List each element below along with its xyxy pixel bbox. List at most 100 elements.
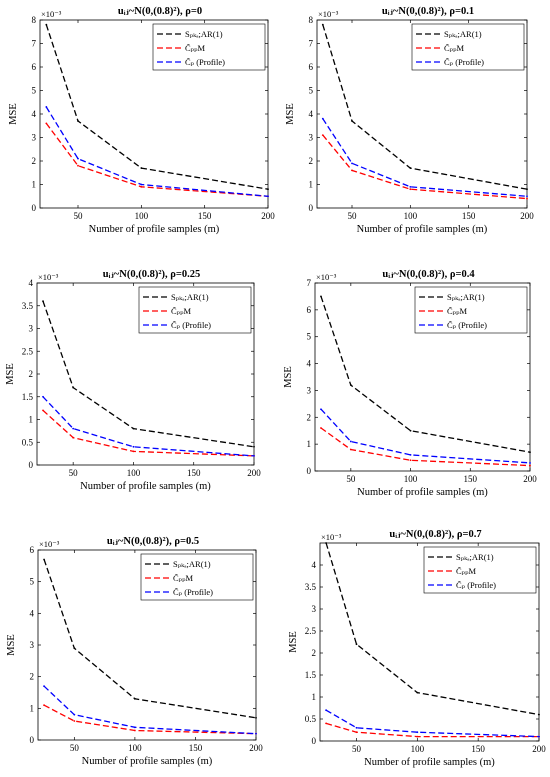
series-line-3 — [322, 118, 528, 197]
x-tick-label: 50 — [74, 211, 84, 221]
y-tick-label: 6 — [32, 62, 37, 72]
y-tick-label: 1 — [32, 180, 37, 190]
data-point — [320, 427, 322, 429]
legend: Sₚₖₐ;AR(1) C̃ₚₚM C̃ₚ (Profile) — [140, 553, 254, 601]
data-point — [349, 448, 352, 451]
y-tick-label: 3 — [32, 133, 37, 143]
y-tick-label: 3 — [307, 385, 312, 395]
data-point — [409, 167, 412, 169]
y-tick-label: 3 — [29, 324, 34, 334]
data-point — [538, 735, 540, 738]
series-line-1 — [320, 296, 531, 453]
y-tick-label: 2 — [32, 156, 37, 166]
y-tick-label: 1 — [29, 415, 34, 425]
data-point — [409, 185, 412, 188]
data-point — [321, 23, 324, 26]
data-point — [45, 23, 48, 26]
data-point — [45, 106, 48, 108]
series-line-2 — [320, 427, 531, 467]
data-point — [529, 462, 531, 464]
x-axis-label: Number of profile samples (m) — [89, 224, 220, 235]
x-tick-label: 200 — [261, 211, 275, 221]
data-point — [351, 120, 353, 122]
data-point — [355, 731, 358, 734]
x-tick-label: 150 — [464, 474, 478, 484]
y-tick-label: 4 — [32, 109, 37, 119]
data-point — [140, 167, 143, 169]
data-point — [72, 436, 75, 439]
data-point — [267, 195, 269, 198]
y-tick-label: 3 — [309, 133, 314, 143]
y-tick-label: 7 — [309, 39, 314, 49]
y-tick-label: 0 — [309, 203, 314, 213]
x-tick-label: 200 — [532, 744, 546, 754]
y-tick-label: 1 — [312, 692, 317, 702]
data-point — [355, 643, 358, 646]
data-point — [320, 295, 322, 298]
y-exponent-label: ×10⁻³ — [321, 532, 342, 542]
data-point — [351, 162, 353, 165]
y-tick-label: 2 — [29, 369, 34, 379]
data-point — [526, 197, 528, 200]
x-tick-label: 200 — [520, 211, 534, 221]
y-tick-label: 4 — [307, 359, 312, 369]
y-tick-label: 1 — [307, 439, 312, 449]
series-line-1 — [325, 542, 540, 716]
data-point — [321, 117, 324, 120]
data-point — [132, 427, 135, 430]
data-point — [409, 429, 412, 432]
data-point — [72, 427, 75, 430]
data-point — [77, 120, 79, 122]
y-tick-label: 1.5 — [305, 670, 317, 680]
data-point — [255, 732, 257, 735]
data-point — [325, 709, 327, 712]
legend-entry: Sₚₖₐ;AR(1) — [456, 552, 494, 562]
y-tick-label: 1 — [30, 703, 35, 713]
data-point — [43, 704, 45, 707]
data-point — [77, 157, 79, 160]
x-tick-label: 200 — [247, 468, 261, 478]
series-line-2 — [42, 409, 255, 457]
legend: Sₚₖₐ;AR(1) C̃ₚₚM C̃ₚ (Profile) — [152, 23, 266, 71]
legend-entry: C̃ₚₚM — [171, 306, 191, 316]
data-point — [140, 183, 143, 186]
data-point — [42, 300, 44, 303]
y-tick-label: 4 — [309, 109, 314, 119]
x-tick-label: 100 — [127, 468, 141, 478]
y-tick-label: 2 — [30, 672, 35, 682]
y-exponent-label: ×10⁻³ — [41, 9, 62, 19]
data-point — [73, 713, 76, 716]
legend: Sₚₖₐ;AR(1) C̃ₚₚM C̃ₚ (Profile) — [138, 286, 252, 334]
legend-entry: C̃ₚ (Profile) — [171, 320, 211, 330]
data-point — [253, 445, 255, 448]
chart-title: uᵢⱼ~N(0,(0.8)²), ρ=0.25 — [103, 269, 200, 280]
chart-panel-5: 50 100 150 200 0 1 2 3 4 5 6 ×10⁻³ uᵢⱼ~N(0,(0.8)²), … — [6, 536, 263, 767]
series-line-2 — [43, 704, 257, 735]
chart-panel-6: 50 100 150 200 0 0.5 1 1.5 2 2.5 3 3.5 4 ×10⁻³ uᵢⱼ~N(0… — [288, 529, 546, 768]
y-tick-label: 4 — [30, 608, 35, 618]
y-tick-label: 0 — [30, 735, 35, 745]
legend-entry: C̃ₚₚM — [456, 566, 476, 576]
series-line-1 — [43, 559, 257, 719]
y-tick-label: 4 — [29, 278, 34, 288]
data-point — [538, 713, 540, 716]
x-tick-label: 100 — [411, 744, 425, 754]
x-axis-label: Number of profile samples (m) — [80, 481, 211, 492]
data-point — [45, 122, 48, 125]
y-tick-label: 0 — [307, 466, 312, 476]
x-axis-label: Number of profile samples (m) — [357, 487, 488, 498]
y-tick-label: 3.5 — [305, 582, 317, 592]
data-point — [349, 384, 352, 386]
series-line-1 — [322, 24, 528, 190]
legend: Sₚₖₐ;AR(1) C̃ₚₚM C̃ₚ (Profile) — [414, 286, 528, 334]
data-point — [72, 386, 75, 389]
chart-panel-4: 50 100 150 200 0 1 2 3 4 5 6 7 ×10⁻³ uᵢⱼ~N(0,(0.8)²),… — [283, 269, 537, 498]
series-line-2 — [45, 123, 269, 197]
legend-entry: C̃ₚₚM — [173, 573, 193, 583]
data-point — [416, 691, 419, 694]
y-tick-label: 4 — [312, 560, 317, 570]
data-point — [409, 459, 412, 462]
chart-panel-2: 50 100 150 200 0 1 2 3 4 5 6 7 8 ×10⁻³ uᵢⱼ~N(0,(0.8)²)… — [285, 6, 534, 235]
legend-entry: C̃ₚ (Profile) — [185, 57, 225, 67]
series-line-2 — [325, 722, 539, 738]
